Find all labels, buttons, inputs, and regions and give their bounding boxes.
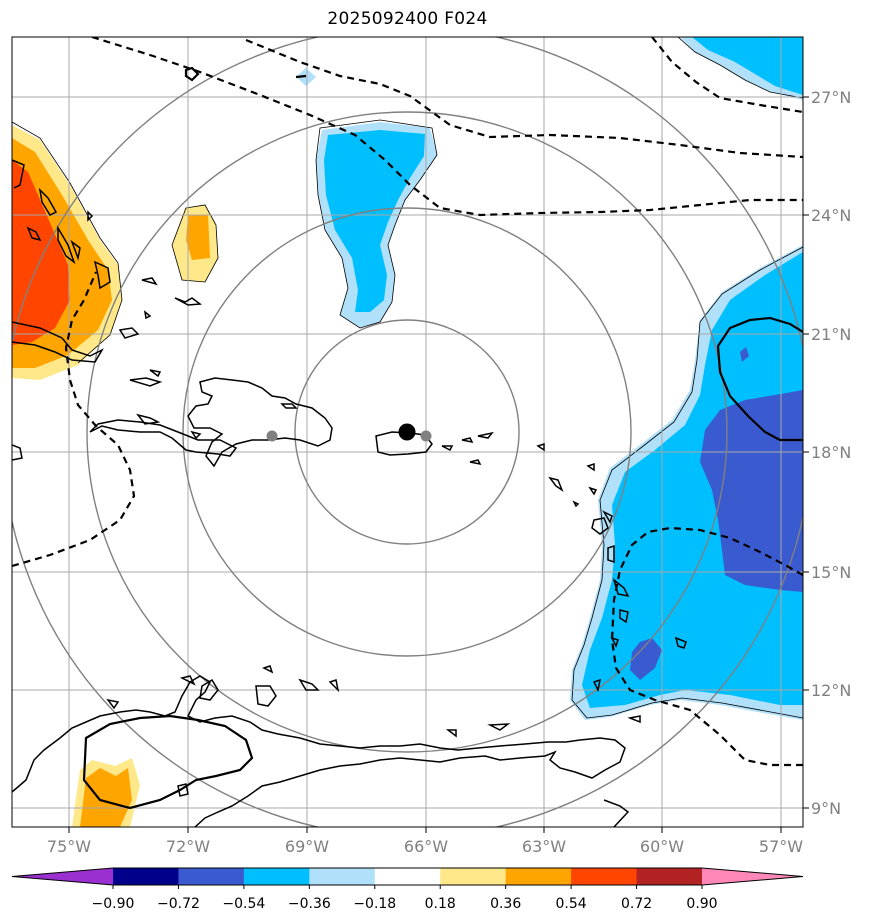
colorbar-segment: [440, 868, 507, 885]
map-plot-area: [12, 37, 803, 827]
colorbar-segment: [505, 868, 572, 885]
positive-anomaly-small-core: [186, 215, 210, 260]
solid-contour-east: [716, 316, 803, 442]
colorbar-tick-label: 0.72: [621, 896, 652, 912]
lat-label: 15°N: [811, 563, 851, 582]
lon-label: 75°W: [47, 837, 91, 856]
map-title: 2025092400 F024: [327, 9, 488, 29]
colorbar-tick-label: −0.36: [288, 896, 331, 912]
station-marker-east: [420, 430, 432, 442]
dashed-contours: [12, 37, 803, 767]
markers: [266, 423, 432, 442]
colorbar-tick-label: −0.72: [157, 896, 200, 912]
colorbar-tick-label: 0.36: [490, 896, 521, 912]
negative-anomaly-east-core: [582, 252, 803, 708]
coastline-cuba: [89, 419, 238, 457]
lat-label: 27°N: [811, 88, 851, 107]
coastline-hispaniola: [187, 377, 333, 468]
positive-anomaly-west-core: [12, 160, 70, 345]
coastline-bahamas-west: [12, 159, 25, 189]
colorbar-segment: [571, 868, 638, 885]
colorbar-segment: [374, 868, 441, 885]
colorbar-segment: [178, 868, 245, 885]
station-marker-west: [266, 430, 278, 442]
colorbar-segment: [309, 868, 376, 885]
colorbar-tick-label: 0.18: [425, 896, 456, 912]
colorbar-tick-label: 0.90: [686, 896, 717, 912]
dashed-contour-north: [91, 37, 803, 217]
colorbar-tick-label: 0.54: [556, 896, 587, 912]
longitude-ticks: [68, 827, 782, 833]
lat-label: 9°N: [811, 799, 841, 818]
coastlines: [12, 159, 687, 827]
colorbar-extend-high: [702, 868, 803, 885]
lat-label: 18°N: [811, 443, 851, 462]
negative-anomaly-east-strong: [700, 390, 803, 592]
solid-contour-southwest: [82, 714, 254, 810]
lon-label: 57°W: [759, 837, 803, 856]
map-frame: [11, 36, 804, 828]
lon-label: 72°W: [166, 837, 210, 856]
solid-contours: [82, 66, 803, 810]
lon-label: 60°W: [640, 837, 684, 856]
dashed-contour-north-2: [245, 38, 803, 159]
colorbar-tick-label: −0.54: [222, 896, 265, 912]
colorbar-tick-label: −0.90: [92, 896, 135, 912]
storm-center-marker: [398, 423, 416, 441]
longitude-labels: 75°W 72°W 69°W 66°W 63°W 60°W 57°W: [47, 837, 803, 856]
dashed-contour-west: [12, 271, 136, 568]
colorbar: [11, 867, 804, 889]
colorbar-tick-label: −0.18: [353, 896, 396, 912]
graticule: [12, 37, 803, 827]
lat-label: 21°N: [811, 325, 851, 344]
colorbar-extend-low: [12, 868, 113, 885]
negative-anomaly-east-strong-south: [630, 638, 662, 680]
lat-label: 12°N: [811, 681, 851, 700]
dashed-contour-northeast: [651, 37, 803, 114]
colorbar-segment: [113, 868, 179, 885]
positive-anomaly-southwest-core: [80, 768, 132, 827]
colorbar-segment: [636, 868, 703, 885]
negative-anomaly-northeast-core: [692, 37, 803, 95]
coastline-south-america: [12, 675, 626, 827]
negative-anomaly-east-strong-small: [740, 347, 749, 362]
colorbar-labels: −0.90 −0.72 −0.54 −0.36 −0.18 0.18 0.36 0.54 0.7…: [92, 896, 718, 912]
lat-label: 24°N: [811, 206, 851, 225]
latitude-labels: 27°N 24°N 21°N 18°N 15°N 12°N 9°N: [811, 88, 851, 818]
latitude-ticks: [803, 96, 809, 809]
lon-label: 63°W: [522, 837, 566, 856]
lon-label: 69°W: [285, 837, 329, 856]
range-rings: [12, 37, 803, 827]
dashed-contour-southeast: [610, 526, 803, 767]
lon-label: 66°W: [404, 837, 448, 856]
colorbar-segment: [243, 868, 310, 885]
